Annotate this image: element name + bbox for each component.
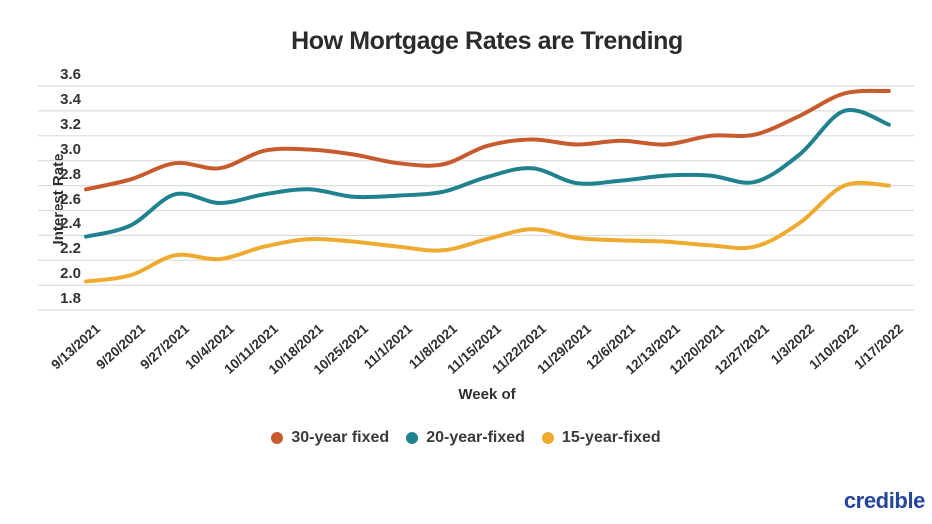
y-tick-label: 3.6 <box>60 66 81 83</box>
legend-item-15-year-fixed: 15-year-fixed <box>541 429 661 447</box>
legend-item-30-year-fixed: 30-year fixed <box>271 429 389 447</box>
legend-dot-icon <box>541 432 554 444</box>
y-tick-label: 1.8 <box>60 290 81 308</box>
legend-label: 30-year fixed <box>291 429 390 446</box>
legend-dot-icon <box>406 432 419 444</box>
chart-title: How Mortgage Rates are Trending <box>291 27 683 55</box>
series-line-30-year-fixed <box>84 88 891 192</box>
legend-label: 15-year-fixed <box>561 429 661 446</box>
y-tick-label: 2.0 <box>60 265 81 283</box>
x-axis-title: Week of <box>458 386 516 403</box>
y-tick-label: 2.8 <box>60 165 81 183</box>
y-tick-label: 2.2 <box>60 240 81 258</box>
y-tick-label: 3.2 <box>60 115 81 133</box>
legend: 30-year fixed 20-year-fixed 15-year-fixed <box>0 429 932 447</box>
legend-item-20-year-fixed: 20-year-fixed <box>406 429 525 447</box>
series-line-15-year-fixed <box>84 180 891 284</box>
legend-dot-icon <box>271 432 284 444</box>
y-tick-label: 3.4 <box>60 90 81 108</box>
y-tick-label: 3.0 <box>60 140 81 158</box>
y-tick-label: 2.4 <box>60 215 81 233</box>
y-tick-label: 2.6 <box>60 190 81 208</box>
series-line-20-year-fixed <box>84 107 891 239</box>
credible-logo: credible <box>843 488 926 513</box>
legend-label: 20-year-fixed <box>426 429 525 446</box>
